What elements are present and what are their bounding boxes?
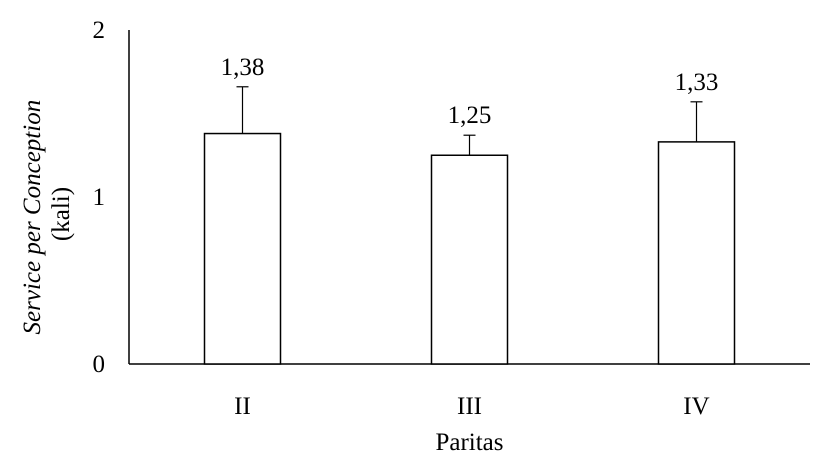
- bar: [203, 132, 282, 365]
- data-label: 1,25: [448, 102, 492, 129]
- x-category-label: IV: [683, 393, 709, 420]
- error-bar: [236, 86, 249, 134]
- y-axis-title-line1: Service per Conception: [19, 100, 46, 335]
- bars: [203, 132, 736, 365]
- y-tick-label: 0: [93, 351, 106, 378]
- error-bar: [463, 134, 476, 156]
- error-bar: [690, 101, 703, 142]
- data-label: 1,33: [675, 69, 719, 96]
- y-tick-labels: 0 1 2: [93, 17, 106, 378]
- x-category-label: III: [457, 393, 482, 420]
- bar: [430, 154, 509, 365]
- error-bars: [236, 86, 703, 156]
- y-tick-label: 2: [93, 17, 106, 44]
- y-tick-label: 1: [93, 184, 106, 211]
- data-labels: 1,38 1,25 1,33: [221, 54, 719, 129]
- x-category-labels: II III IV: [234, 393, 710, 420]
- y-axis-title-line2: (kali): [48, 187, 75, 241]
- bar: [657, 141, 736, 365]
- x-axis-title: Paritas: [435, 429, 503, 456]
- y-axis-title: Service per Conception (kali): [19, 94, 75, 335]
- data-label: 1,38: [221, 54, 265, 81]
- x-category-label: II: [234, 393, 251, 420]
